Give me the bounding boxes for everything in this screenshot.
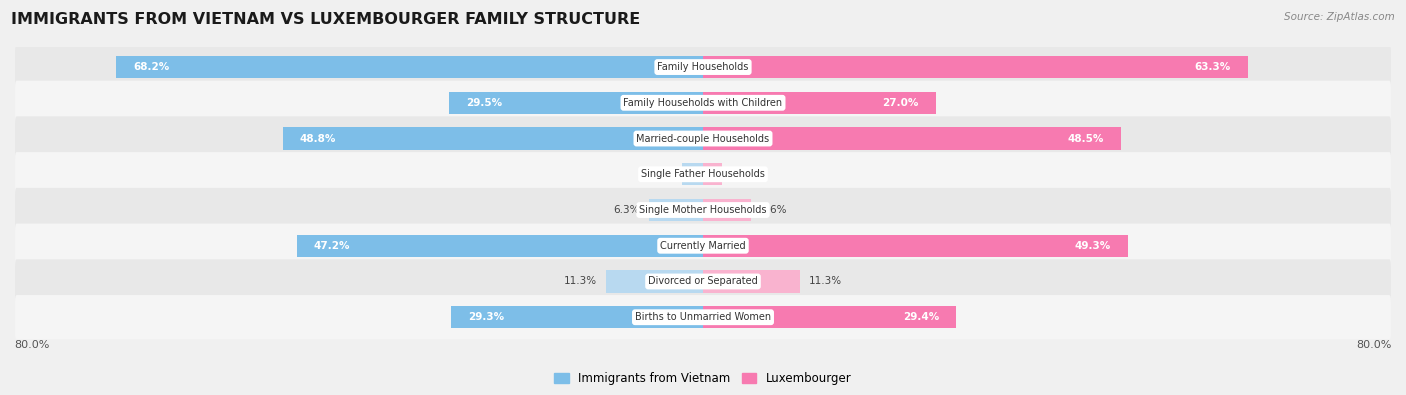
FancyBboxPatch shape bbox=[15, 188, 1391, 232]
Text: Family Households: Family Households bbox=[658, 62, 748, 72]
Text: 47.2%: 47.2% bbox=[314, 241, 350, 251]
Text: 63.3%: 63.3% bbox=[1195, 62, 1230, 72]
Text: 27.0%: 27.0% bbox=[882, 98, 918, 108]
Text: Family Households with Children: Family Households with Children bbox=[623, 98, 783, 108]
Bar bbox=[648, 199, 703, 221]
Bar bbox=[703, 56, 1249, 78]
Text: 48.5%: 48.5% bbox=[1067, 134, 1104, 143]
Legend: Immigrants from Vietnam, Luxembourger: Immigrants from Vietnam, Luxembourger bbox=[550, 367, 856, 390]
FancyBboxPatch shape bbox=[15, 45, 1391, 89]
Bar bbox=[703, 128, 1121, 150]
FancyBboxPatch shape bbox=[15, 81, 1391, 125]
Text: 29.3%: 29.3% bbox=[468, 312, 503, 322]
Bar bbox=[283, 128, 703, 150]
Text: 6.3%: 6.3% bbox=[613, 205, 640, 215]
Text: IMMIGRANTS FROM VIETNAM VS LUXEMBOURGER FAMILY STRUCTURE: IMMIGRANTS FROM VIETNAM VS LUXEMBOURGER … bbox=[11, 12, 641, 27]
Text: 2.4%: 2.4% bbox=[647, 169, 673, 179]
Text: 48.8%: 48.8% bbox=[299, 134, 336, 143]
Text: Divorced or Separated: Divorced or Separated bbox=[648, 276, 758, 286]
Bar bbox=[449, 92, 703, 114]
Text: Currently Married: Currently Married bbox=[661, 241, 745, 251]
Text: 29.4%: 29.4% bbox=[903, 312, 939, 322]
Bar bbox=[703, 306, 956, 328]
Bar bbox=[703, 271, 800, 293]
Bar bbox=[703, 235, 1128, 257]
Bar bbox=[703, 199, 751, 221]
Bar bbox=[682, 163, 703, 185]
Text: 49.3%: 49.3% bbox=[1074, 241, 1111, 251]
Text: 80.0%: 80.0% bbox=[1357, 340, 1392, 350]
Bar bbox=[703, 92, 935, 114]
Text: 80.0%: 80.0% bbox=[14, 340, 49, 350]
Text: 11.3%: 11.3% bbox=[564, 276, 598, 286]
Text: Births to Unmarried Women: Births to Unmarried Women bbox=[636, 312, 770, 322]
Text: Source: ZipAtlas.com: Source: ZipAtlas.com bbox=[1284, 12, 1395, 22]
Bar bbox=[606, 271, 703, 293]
FancyBboxPatch shape bbox=[15, 117, 1391, 161]
FancyBboxPatch shape bbox=[15, 260, 1391, 304]
Bar bbox=[297, 235, 703, 257]
Text: 68.2%: 68.2% bbox=[134, 62, 169, 72]
FancyBboxPatch shape bbox=[15, 152, 1391, 196]
Text: Married-couple Households: Married-couple Households bbox=[637, 134, 769, 143]
Bar bbox=[703, 163, 721, 185]
Text: 11.3%: 11.3% bbox=[808, 276, 842, 286]
FancyBboxPatch shape bbox=[15, 224, 1391, 268]
Text: Single Father Households: Single Father Households bbox=[641, 169, 765, 179]
Bar bbox=[451, 306, 703, 328]
FancyBboxPatch shape bbox=[15, 295, 1391, 339]
Text: Single Mother Households: Single Mother Households bbox=[640, 205, 766, 215]
Text: 2.2%: 2.2% bbox=[731, 169, 756, 179]
Text: 29.5%: 29.5% bbox=[467, 98, 502, 108]
Text: 5.6%: 5.6% bbox=[759, 205, 786, 215]
Bar bbox=[115, 56, 703, 78]
